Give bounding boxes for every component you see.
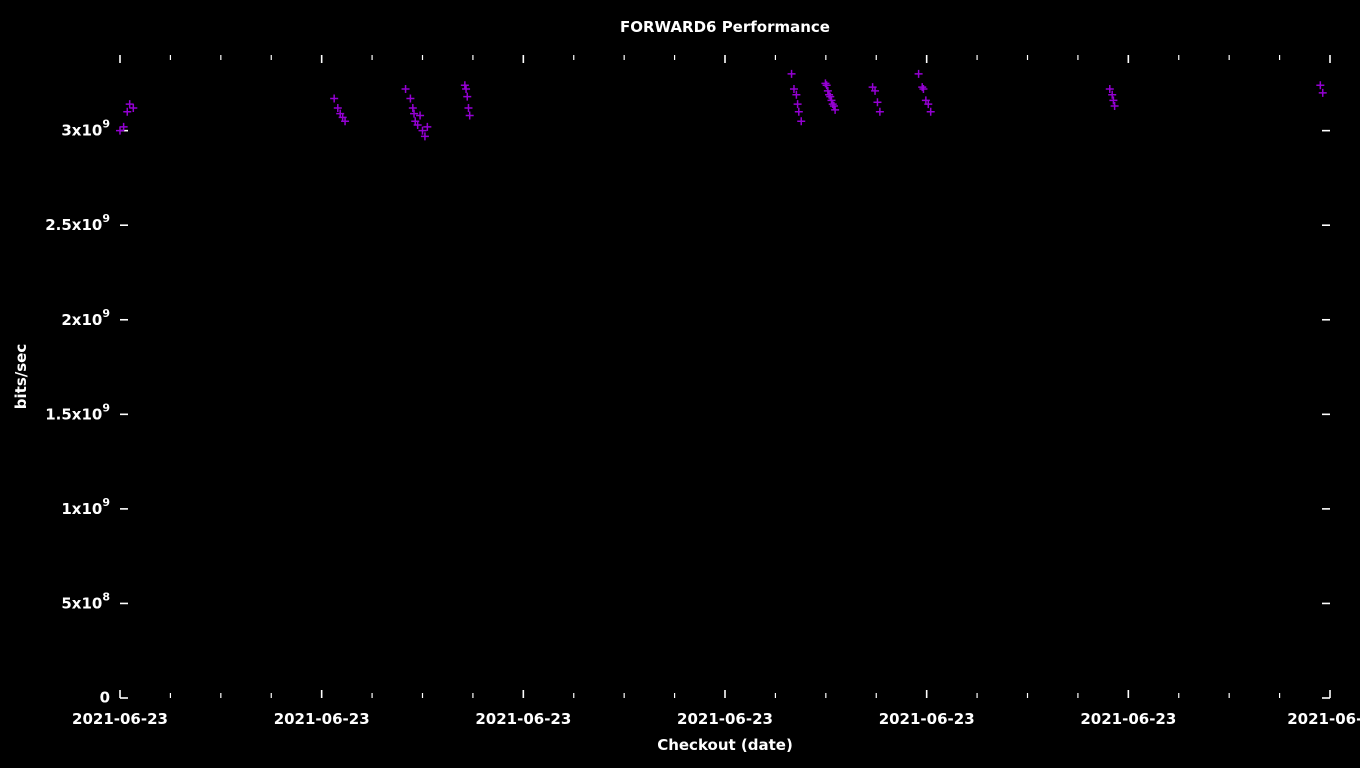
x-tick-label: 2021-06-2 xyxy=(1287,710,1360,728)
y-tick-label: 1.5x109 xyxy=(45,401,110,423)
x-axis-label: Checkout (date) xyxy=(657,736,793,754)
x-tick-label: 2021-06-23 xyxy=(677,710,773,728)
chart-background xyxy=(0,0,1360,768)
chart-title: FORWARD6 Performance xyxy=(620,18,830,36)
x-tick-label: 2021-06-23 xyxy=(72,710,168,728)
y-axis-label: bits/sec xyxy=(12,344,30,409)
x-tick-label: 2021-06-23 xyxy=(274,710,370,728)
y-tick-label: 2.5x109 xyxy=(45,212,110,234)
performance-scatter-chart: FORWARD6 Performance bits/sec Checkout (… xyxy=(0,0,1360,768)
x-tick-label: 2021-06-23 xyxy=(1080,710,1176,728)
x-tick-label: 2021-06-23 xyxy=(475,710,571,728)
y-tick-label: 0 xyxy=(100,689,110,707)
x-tick-label: 2021-06-23 xyxy=(879,710,975,728)
